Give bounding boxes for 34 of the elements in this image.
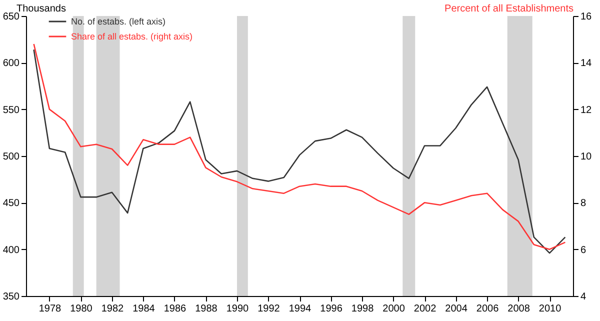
y2-tick-label: 4 [580, 292, 586, 302]
x-tick-label: 1996 [320, 304, 343, 314]
x-tick-label: 1994 [288, 304, 312, 314]
y2-tick-label: 6 [580, 244, 586, 256]
x-tick-label: 2002 [414, 304, 437, 314]
y2-axis-title: Percent of all Establishments [444, 4, 574, 14]
x-tick-label: 1980 [70, 304, 93, 314]
y-tick-label: 500 [2, 152, 20, 162]
y2-tick-label: 12 [580, 104, 592, 116]
y-tick-label: 550 [2, 104, 20, 116]
x-tick-label: 2006 [476, 304, 500, 314]
y2-tick-label: 10 [580, 152, 592, 162]
x-tick-label: 1986 [164, 304, 187, 314]
y-tick-label: 450 [2, 198, 20, 210]
y2-tick-label: 14 [580, 58, 592, 70]
legend-label: Share of all estabs. (right axis) [71, 32, 193, 42]
x-tick-label: 1992 [258, 304, 280, 314]
x-tick-label: 2004 [445, 304, 468, 314]
x-tick-label: 2000 [382, 304, 406, 314]
x-tick-label: 1990 [226, 304, 250, 314]
x-tick-label: 1988 [195, 304, 218, 314]
y-tick-label: 600 [2, 58, 20, 70]
x-tick-label: 1978 [38, 304, 62, 314]
x-tick-label: 1982 [101, 304, 124, 314]
y-tick-label: 650 [2, 12, 20, 22]
y2-tick-label: 16 [580, 12, 592, 22]
y-tick-label: 350 [2, 292, 20, 302]
y-tick-label: 400 [2, 244, 20, 256]
y2-tick-label: 8 [580, 198, 586, 210]
x-tick-label: 2008 [508, 304, 530, 314]
x-tick-label: 1998 [351, 304, 374, 314]
x-tick-label: 1984 [132, 304, 156, 314]
x-tick-label: 2010 [538, 304, 562, 314]
legend-label: No. of estabs. (left axis) [71, 16, 166, 26]
